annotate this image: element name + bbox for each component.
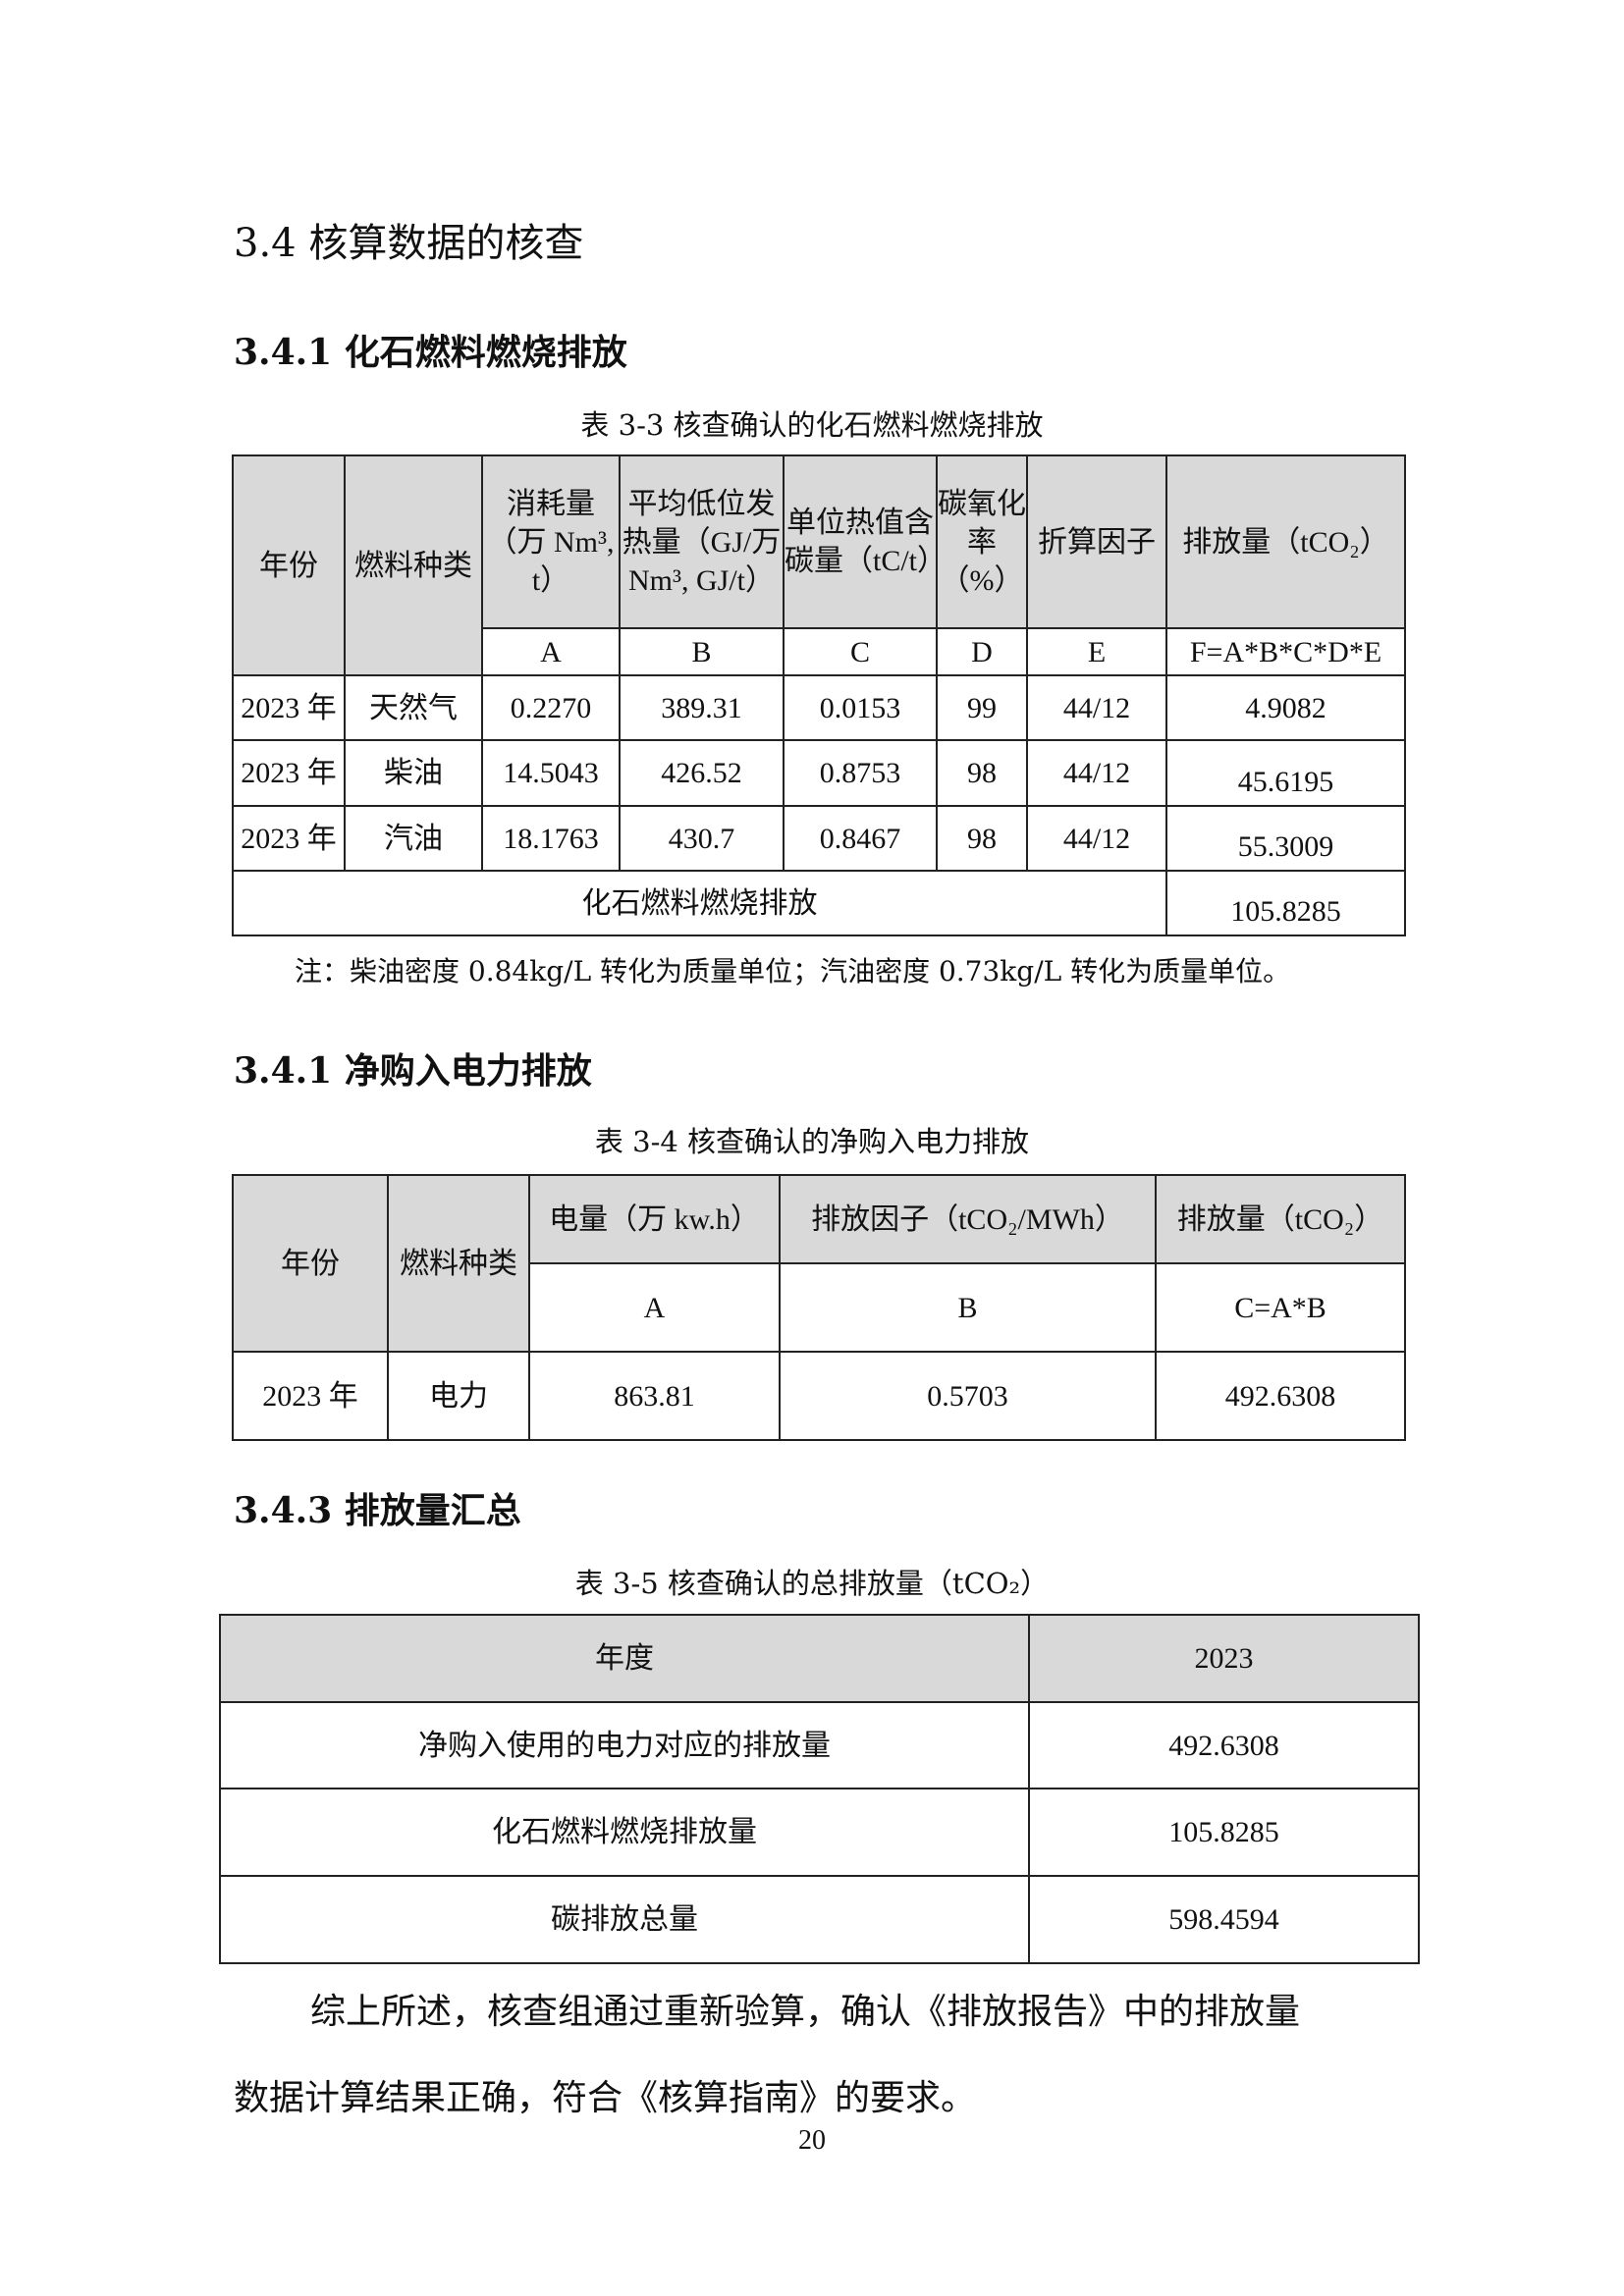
cell: 492.6308	[1155, 1351, 1406, 1441]
cell: 14.5043	[481, 739, 621, 807]
cell: 598.4594	[1028, 1875, 1420, 1964]
cell: 0.5703	[779, 1351, 1157, 1441]
page-number: 20	[798, 2125, 826, 2156]
total-row: 化石燃料燃烧排放 105.8285	[232, 870, 1406, 936]
cell: 净购入使用的电力对应的排放量	[219, 1701, 1030, 1789]
header-year: 年度	[219, 1614, 1030, 1703]
cell: 430.7	[619, 805, 785, 872]
total-label: 化石燃料燃烧排放	[232, 870, 1167, 936]
cell: 98	[936, 805, 1028, 872]
letter-f-formula: F=A*B*C*D*E	[1165, 627, 1406, 676]
header-emissions: 排放量（tCO₂）	[1165, 454, 1406, 629]
cell: 0.8467	[783, 805, 938, 872]
cell: 44/12	[1026, 805, 1167, 872]
cell: 105.8285	[1028, 1788, 1420, 1877]
header-conversion-factor: 折算因子	[1026, 454, 1167, 629]
letter-a: A	[528, 1262, 781, 1353]
cell: 电力	[387, 1351, 530, 1441]
table-caption-3-5: 表 3-5 核查确认的总排放量（tCO₂）	[574, 1567, 1050, 1600]
cell: 44/12	[1026, 674, 1167, 741]
header-fuel-type: 燃料种类	[344, 454, 483, 676]
cell: 2023 年	[232, 805, 346, 872]
cell: 汽油	[344, 805, 483, 872]
cell: 0.8753	[783, 739, 938, 807]
letter-d: D	[936, 627, 1028, 676]
letter-c: C	[783, 627, 938, 676]
total-value: 105.8285	[1165, 870, 1406, 936]
fossil-fuel-table: 年份 燃料种类 消耗量（万 Nm³, t） 平均低位发热量（GJ/万 Nm³, …	[232, 454, 1406, 936]
header-emissions: 排放量（tCO₂）	[1155, 1174, 1406, 1264]
cell: 44/12	[1026, 739, 1167, 807]
cell: 55.3009	[1165, 805, 1406, 872]
cell: 0.0153	[783, 674, 938, 741]
table-row: 2023 年 汽油 18.1763 430.7 0.8467 98 44/12 …	[232, 805, 1406, 872]
subsection-heading-fossil: 3.4.1 化石燃料燃烧排放	[234, 332, 627, 373]
header-year: 年份	[232, 1174, 389, 1353]
cell: 0.2270	[481, 674, 621, 741]
cell: 4.9082	[1165, 674, 1406, 741]
letter-c-formula: C=A*B	[1155, 1262, 1406, 1353]
cell: 863.81	[528, 1351, 781, 1441]
table-caption-3-4: 表 3-4 核查确认的净购入电力排放	[594, 1125, 1030, 1158]
header-fuel-type: 燃料种类	[387, 1174, 530, 1353]
header-carbon-content: 单位热值含碳量（tC/t）	[783, 454, 947, 629]
cell: 98	[936, 739, 1028, 807]
header-ncv: 平均低位发热量（GJ/万 Nm³, GJ/t）	[619, 454, 785, 629]
section-heading: 3.4 核算数据的核查	[234, 221, 584, 266]
table-row: 净购入使用的电力对应的排放量 492.6308	[219, 1701, 1420, 1789]
table-row: 2023 年 天然气 0.2270 389.31 0.0153 99 44/12…	[232, 674, 1406, 741]
header-emission-factor: 排放因子（tCO₂/MWh）	[779, 1174, 1157, 1264]
header-electricity: 电量（万 kw.h）	[528, 1174, 781, 1264]
cell: 99	[936, 674, 1028, 741]
letter-e: E	[1026, 627, 1167, 676]
letter-a: A	[481, 627, 621, 676]
cell: 18.1763	[481, 805, 621, 872]
subsection-heading-electricity: 3.4.1 净购入电力排放	[234, 1050, 592, 1092]
table-caption-3-3: 表 3-3 核查确认的化石燃料燃烧排放	[580, 408, 1044, 442]
electricity-table: 年份 燃料种类 电量（万 kw.h） 排放因子（tCO₂/MWh） 排放量（tC…	[232, 1174, 1406, 1441]
conclusion-line-2: 数据计算结果正确，符合《核算指南》的要求。	[234, 2078, 977, 2118]
header-oxidation-rate: 碳氧化率（%）	[936, 454, 1028, 629]
cell: 碳排放总量	[219, 1875, 1030, 1964]
table-row: 2023 年 柴油 14.5043 426.52 0.8753 98 44/12…	[232, 739, 1406, 807]
cell: 柴油	[344, 739, 483, 807]
letter-b: B	[779, 1262, 1157, 1353]
header-consumption: 消耗量（万 Nm³, t）	[481, 454, 621, 629]
cell: 45.6195	[1165, 739, 1406, 807]
cell: 426.52	[619, 739, 785, 807]
table-row: 碳排放总量 598.4594	[219, 1875, 1420, 1964]
cell: 化石燃料燃烧排放量	[219, 1788, 1030, 1877]
cell: 492.6308	[1028, 1701, 1420, 1789]
header-year: 年份	[232, 454, 346, 676]
cell: 2023 年	[232, 739, 346, 807]
cell: 389.31	[619, 674, 785, 741]
table-row: 2023 年 电力 863.81 0.5703 492.6308	[232, 1351, 1406, 1441]
cell: 2023 年	[232, 674, 346, 741]
letter-b: B	[619, 627, 785, 676]
cell: 天然气	[344, 674, 483, 741]
conclusion-line-1: 综上所述，核查组通过重新验算，确认《排放报告》中的排放量	[310, 1992, 1301, 2032]
summary-table: 年度 2023 净购入使用的电力对应的排放量 492.6308 化石燃料燃烧排放…	[219, 1614, 1420, 1964]
cell: 2023 年	[232, 1351, 389, 1441]
subsection-heading-summary: 3.4.3 排放量汇总	[234, 1490, 521, 1531]
header-2023: 2023	[1028, 1614, 1420, 1703]
table-row: 化石燃料燃烧排放量 105.8285	[219, 1788, 1420, 1877]
table-note: 注：柴油密度 0.84kg/L 转化为质量单位；汽油密度 0.73kg/L 转化…	[295, 955, 1291, 988]
table-header-row: 年度 2023	[219, 1614, 1420, 1703]
